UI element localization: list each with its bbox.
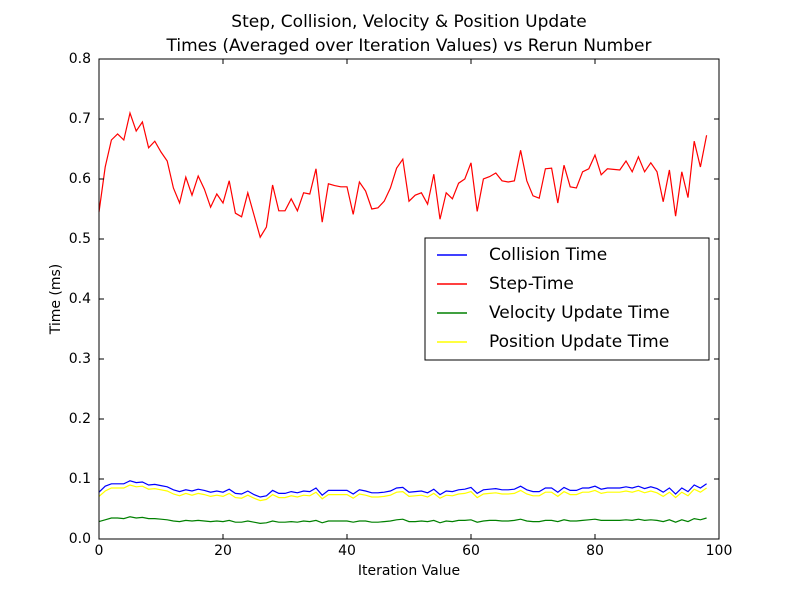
y-tick-label: 0.6	[69, 171, 91, 187]
series-line	[98, 480, 707, 498]
x-tick-label: 100	[706, 543, 733, 559]
x-tick-label: 40	[338, 543, 356, 559]
y-tick-label: 0.1	[69, 471, 91, 487]
legend-label: Position Update Time	[489, 332, 669, 352]
chart-title: Times (Averaged over Iteration Values) v…	[166, 36, 652, 56]
x-tick-label: 60	[462, 543, 480, 559]
legend-box	[424, 237, 710, 361]
series-line	[98, 484, 707, 502]
y-axis-label: Time (ms)	[48, 264, 64, 336]
legend-label: Collision Time	[489, 245, 607, 265]
y-tick-label: 0.7	[69, 111, 91, 127]
series-line	[98, 516, 707, 525]
x-tick-label: 20	[214, 543, 232, 559]
y-tick-label: 0.4	[69, 291, 91, 307]
y-tick-label: 0.8	[69, 51, 91, 67]
y-tick-label: 0.3	[69, 351, 91, 367]
y-tick-label: 0.2	[69, 411, 91, 427]
y-tick-label: 0.0	[69, 531, 91, 547]
x-axis-label: Iteration Value	[358, 563, 460, 579]
series-line	[98, 110, 708, 239]
x-tick-label: 80	[586, 543, 604, 559]
chart-title: Step, Collision, Velocity & Position Upd…	[231, 12, 586, 32]
legend: Collision Time Step-Time Velocity Update T…	[424, 237, 710, 361]
legend-label: Step-Time	[489, 274, 574, 294]
x-tick-label: 0	[95, 543, 104, 559]
legend-label: Velocity Update Time	[489, 303, 670, 323]
y-tick-label: 0.5	[69, 231, 91, 247]
